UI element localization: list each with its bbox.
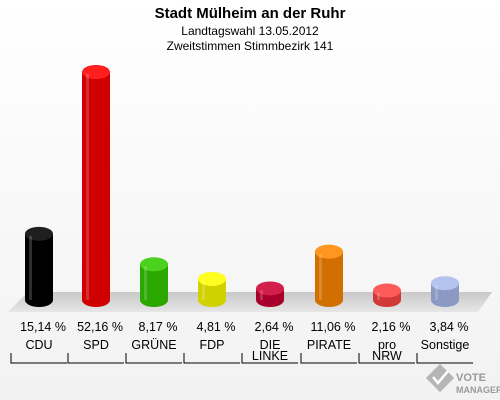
value-label-pro-nrw: 2,16 % [372, 320, 411, 334]
value-label-fdp: 4,81 % [197, 320, 236, 334]
bar-highlight [377, 292, 380, 300]
category-bracket [416, 353, 473, 364]
bar-highlight [260, 290, 263, 300]
bar-body [140, 264, 168, 307]
category-label-cdu: CDU [10, 338, 67, 364]
bar-top [373, 283, 401, 298]
chart-subtitle-2: Zweitstimmen Stimmbezirk 141 [167, 39, 334, 53]
category-label-line: NRW [372, 349, 402, 363]
bars-group [25, 65, 459, 307]
category-label-line: GRÜNE [131, 338, 176, 352]
category-bracket [125, 353, 182, 364]
bar-highlight [202, 280, 205, 300]
bar-body [25, 233, 53, 307]
value-labels-group: 15,14 % 52,16 % 8,17 % 4,81 % 2,64 % 11,06 % 2… [20, 320, 468, 334]
category-bracket [300, 353, 357, 364]
category-label-gr-ne: GRÜNE [125, 338, 182, 364]
bar-pirate [315, 244, 343, 307]
bar-top [198, 271, 226, 286]
category-label-line: DIE [260, 338, 281, 352]
category-label-line: FDP [200, 338, 225, 352]
bar-body [315, 251, 343, 307]
logo-text-manager: MANAGER [456, 385, 500, 395]
category-label-sonstige: Sonstige [416, 338, 473, 364]
category-label-line: PIRATE [307, 338, 351, 352]
bar-highlight [86, 74, 89, 300]
category-label-line: CDU [25, 338, 52, 352]
logo-check-icon [432, 370, 449, 385]
vote-manager-logo: VOTE MANAGER [425, 363, 500, 395]
category-bracket [67, 353, 124, 364]
category-label-pirate: PIRATE [300, 338, 357, 364]
bar-top [431, 276, 459, 291]
category-label-fdp: FDP [183, 338, 240, 364]
bar-highlight [29, 235, 32, 300]
bar-top [25, 226, 53, 241]
logo-text-vote: VOTE [456, 372, 486, 384]
bar-top [140, 257, 168, 272]
category-bracket [358, 353, 415, 364]
bar-spd [82, 65, 110, 307]
bar-highlight [319, 253, 322, 300]
category-label-spd: SPD [67, 338, 124, 364]
bar-cdu [25, 226, 53, 307]
chart-subtitle: Landtagswahl 13.05.2012 [181, 24, 319, 38]
bar-highlight [144, 266, 147, 300]
category-bracket [183, 353, 240, 364]
category-label-line: LINKE [252, 349, 288, 363]
value-label-sonstige: 3,84 % [430, 320, 469, 334]
category-bracket [241, 353, 298, 364]
bar-highlight [435, 285, 438, 300]
bar-fdp [198, 271, 226, 307]
category-bracket [10, 353, 67, 364]
bar-pro-nrw [373, 283, 401, 307]
category-label-line: pro [378, 338, 396, 352]
bar-body [198, 278, 226, 307]
value-label-cdu: 15,14 % [20, 320, 66, 334]
bar-sonstige [431, 276, 459, 307]
bar-die-linke [256, 281, 284, 307]
category-label-line: SPD [83, 338, 109, 352]
bar-top [315, 244, 343, 259]
bar-gr-ne [140, 257, 168, 307]
chart-title: Stadt Mülheim an der Ruhr [155, 5, 346, 22]
value-label-pirate: 11,06 % [311, 320, 356, 334]
value-label-spd: 52,16 % [77, 320, 123, 334]
bar-top [256, 281, 284, 296]
bar-body [82, 72, 110, 307]
value-label-die-linke: 2,64 % [255, 320, 294, 334]
chart-floor [8, 292, 492, 312]
bar-top [82, 65, 110, 79]
value-label-gr-ne: 8,17 % [139, 320, 178, 334]
category-label-line: Sonstige [421, 338, 470, 352]
